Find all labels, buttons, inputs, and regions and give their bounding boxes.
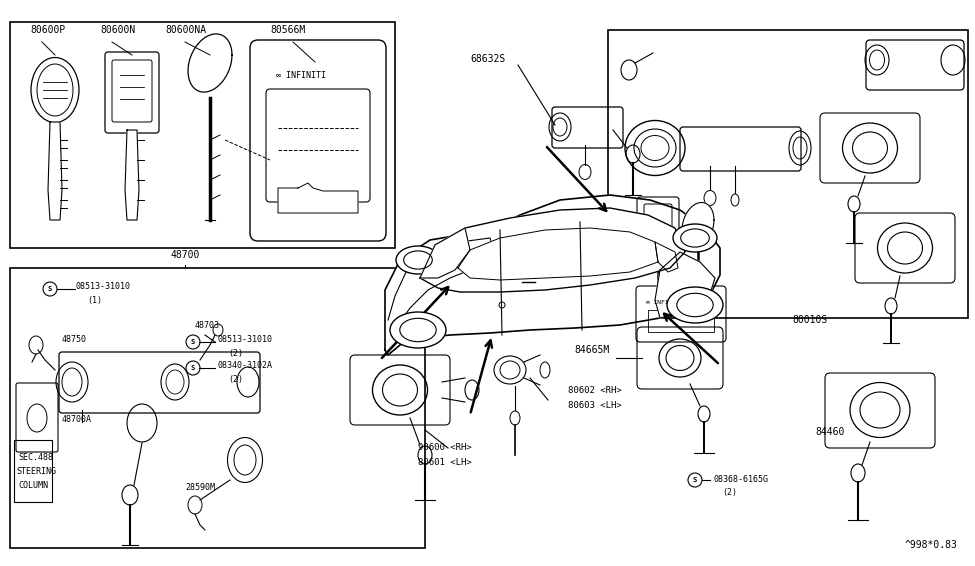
Ellipse shape bbox=[390, 312, 446, 348]
Text: 84665M: 84665M bbox=[574, 345, 609, 355]
Text: (1): (1) bbox=[87, 296, 102, 305]
Text: 48750: 48750 bbox=[62, 335, 87, 344]
Text: 48703: 48703 bbox=[195, 321, 220, 330]
Bar bbox=[14, 440, 52, 502]
Text: 80600P: 80600P bbox=[30, 25, 65, 35]
Ellipse shape bbox=[667, 287, 723, 323]
Text: 28590M: 28590M bbox=[185, 483, 215, 492]
Text: 80600NA: 80600NA bbox=[165, 25, 206, 35]
Polygon shape bbox=[682, 203, 714, 247]
Ellipse shape bbox=[203, 58, 217, 78]
Polygon shape bbox=[125, 130, 139, 220]
Text: 68632S: 68632S bbox=[470, 54, 505, 64]
Circle shape bbox=[688, 473, 702, 487]
Text: 80010S: 80010S bbox=[793, 315, 828, 325]
Text: ∞ INFINITI: ∞ INFINITI bbox=[646, 300, 683, 305]
Circle shape bbox=[186, 335, 200, 349]
Text: STEERING: STEERING bbox=[16, 467, 56, 476]
FancyBboxPatch shape bbox=[105, 52, 159, 133]
Text: S: S bbox=[191, 365, 195, 371]
Bar bbox=[10, 268, 425, 548]
Text: 80566M: 80566M bbox=[270, 25, 305, 35]
Text: (2): (2) bbox=[228, 349, 243, 358]
Polygon shape bbox=[420, 208, 685, 292]
Text: 48700: 48700 bbox=[171, 250, 200, 260]
Polygon shape bbox=[188, 34, 232, 92]
Polygon shape bbox=[458, 228, 658, 280]
Bar bbox=[608, 30, 968, 318]
Text: 80603 <LH>: 80603 <LH> bbox=[568, 401, 622, 410]
Circle shape bbox=[43, 282, 57, 296]
Text: 08340-3102A: 08340-3102A bbox=[218, 361, 273, 370]
Polygon shape bbox=[278, 183, 358, 213]
Bar bbox=[648, 310, 714, 332]
Polygon shape bbox=[385, 195, 720, 355]
Text: (2): (2) bbox=[228, 375, 243, 384]
Ellipse shape bbox=[396, 246, 440, 274]
Text: S: S bbox=[48, 286, 52, 292]
Ellipse shape bbox=[673, 224, 717, 252]
Polygon shape bbox=[388, 238, 495, 325]
Text: SEC.488: SEC.488 bbox=[18, 453, 53, 462]
Text: (2): (2) bbox=[722, 488, 737, 497]
Text: 08368-6165G: 08368-6165G bbox=[713, 475, 768, 484]
Text: 80601 <LH>: 80601 <LH> bbox=[418, 458, 472, 467]
Text: ^998*0.83: ^998*0.83 bbox=[905, 540, 958, 550]
Text: ∞ INFINITI: ∞ INFINITI bbox=[276, 71, 326, 80]
Text: S: S bbox=[693, 477, 697, 483]
Text: 90600 <RH>: 90600 <RH> bbox=[418, 443, 472, 452]
Text: 48700A: 48700A bbox=[62, 415, 92, 424]
Bar bbox=[10, 22, 395, 248]
Polygon shape bbox=[48, 122, 62, 220]
Polygon shape bbox=[655, 252, 715, 318]
Text: 08513-31010: 08513-31010 bbox=[75, 282, 130, 291]
Text: COLUMN: COLUMN bbox=[18, 481, 48, 490]
Ellipse shape bbox=[693, 218, 703, 232]
Circle shape bbox=[186, 361, 200, 375]
FancyBboxPatch shape bbox=[250, 40, 386, 241]
Text: 80600N: 80600N bbox=[100, 25, 136, 35]
Text: 80602 <RH>: 80602 <RH> bbox=[568, 386, 622, 395]
Polygon shape bbox=[420, 228, 470, 278]
Text: 84460: 84460 bbox=[815, 427, 844, 437]
Text: S: S bbox=[191, 339, 195, 345]
Text: 08513-31010: 08513-31010 bbox=[218, 335, 273, 344]
